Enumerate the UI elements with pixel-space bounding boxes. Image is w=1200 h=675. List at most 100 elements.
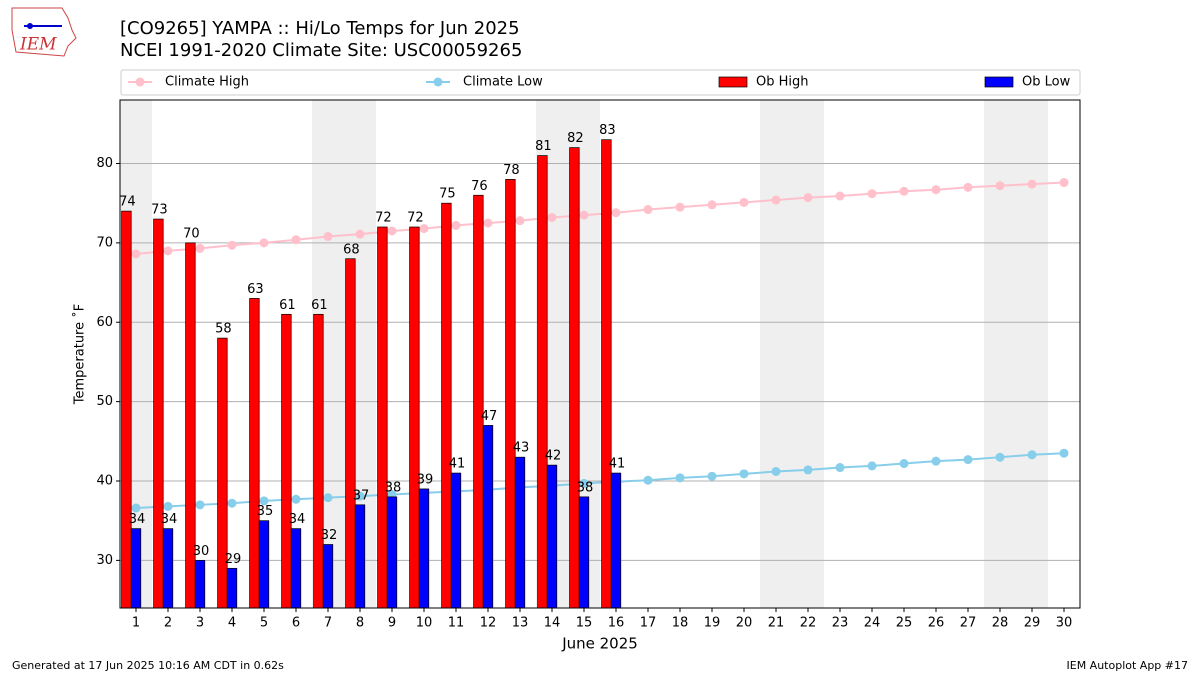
x-tick-label: 14 <box>544 616 561 631</box>
data-label: 38 <box>385 480 402 495</box>
y-tick-label: 50 <box>96 394 113 409</box>
climate-marker <box>899 459 909 469</box>
climate-marker <box>675 202 685 212</box>
x-tick-label: 20 <box>736 616 753 631</box>
x-tick-label: 7 <box>324 616 332 631</box>
bar <box>482 425 494 609</box>
logo-text: IEM <box>19 35 57 55</box>
data-label: 41 <box>449 457 466 472</box>
weekend-band <box>760 100 792 608</box>
data-label: 70 <box>183 226 200 241</box>
x-tick-label: 1 <box>132 616 140 631</box>
x-tick-label: 10 <box>416 616 433 631</box>
data-label: 78 <box>503 163 520 178</box>
x-tick-label: 2 <box>164 616 172 631</box>
footer-right: IEM Autoplot App #17 <box>1067 659 1189 672</box>
climate-marker <box>675 473 685 483</box>
x-tick-label: 6 <box>292 616 300 631</box>
x-tick-label: 9 <box>388 616 396 631</box>
bar <box>418 488 430 609</box>
x-tick-label: 21 <box>768 616 785 631</box>
climate-marker <box>899 186 909 196</box>
bar <box>537 155 548 609</box>
legend-label: Climate High <box>165 75 249 90</box>
x-tick-label: 29 <box>1024 616 1041 631</box>
climate-marker <box>451 220 461 230</box>
bar <box>258 520 270 609</box>
weekend-band <box>792 100 824 608</box>
bar <box>121 210 132 609</box>
bar <box>601 139 612 609</box>
x-tick-label: 24 <box>864 616 881 631</box>
legend-label: Ob High <box>756 75 809 90</box>
data-label: 38 <box>577 480 594 495</box>
x-tick-label: 25 <box>896 616 913 631</box>
climate-marker <box>803 193 813 203</box>
x-tick-label: 19 <box>704 616 721 631</box>
bar <box>409 226 420 609</box>
bar <box>578 496 590 609</box>
bar <box>345 258 356 609</box>
data-label: 73 <box>151 203 168 218</box>
climate-marker <box>803 465 813 475</box>
x-tick-label: 16 <box>608 616 625 631</box>
data-label: 75 <box>439 187 456 202</box>
data-label: 41 <box>609 457 626 472</box>
y-tick-label: 30 <box>96 553 113 568</box>
climate-marker <box>195 243 205 253</box>
legend-label: Climate Low <box>463 75 543 90</box>
legend-box <box>120 69 1081 96</box>
data-label: 83 <box>599 123 616 138</box>
climate-marker <box>1027 179 1037 189</box>
climate-marker <box>547 212 557 222</box>
climate-marker <box>131 249 141 259</box>
bar <box>450 472 462 609</box>
logo: IEM <box>11 7 77 57</box>
data-label: 37 <box>353 488 370 503</box>
climate-marker <box>483 218 493 228</box>
x-tick-label: 8 <box>356 616 364 631</box>
climate-marker <box>867 461 877 471</box>
legend-swatch <box>984 76 1014 88</box>
data-label: 47 <box>481 409 498 424</box>
legend-swatch <box>718 76 748 88</box>
y-tick-label: 60 <box>96 315 113 330</box>
climate-marker <box>355 491 365 501</box>
climate-marker <box>1027 450 1037 460</box>
data-label: 72 <box>407 211 424 226</box>
bar <box>226 567 238 609</box>
climate-marker <box>707 471 717 481</box>
bar <box>130 528 142 609</box>
x-tick-label: 13 <box>512 616 529 631</box>
climate-marker <box>643 475 653 485</box>
climate-marker <box>131 503 141 513</box>
data-label: 43 <box>513 441 530 456</box>
x-tick-label: 5 <box>260 616 268 631</box>
y-tick-label: 40 <box>96 474 113 489</box>
climate-marker <box>419 224 429 234</box>
data-label: 32 <box>321 528 338 543</box>
data-label: 61 <box>279 298 296 313</box>
climate-marker <box>963 455 973 465</box>
climate-marker <box>995 181 1005 191</box>
climate-marker <box>931 456 941 466</box>
legend-marker <box>135 77 145 87</box>
data-label: 61 <box>311 298 328 313</box>
climate-marker <box>195 500 205 510</box>
climate-marker <box>771 466 781 476</box>
legend-marker <box>433 77 443 87</box>
bar <box>217 337 228 609</box>
legend-label: Ob Low <box>1022 75 1071 90</box>
climate-marker <box>739 197 749 207</box>
climate-marker <box>323 232 333 242</box>
data-label: 81 <box>535 139 552 154</box>
bar <box>569 147 580 609</box>
climate-marker <box>995 452 1005 462</box>
climate-marker <box>963 182 973 192</box>
climate-marker <box>259 496 269 506</box>
data-label: 34 <box>289 512 306 527</box>
climate-marker <box>291 235 301 245</box>
data-label: 63 <box>247 282 264 297</box>
climate-marker <box>355 229 365 239</box>
climate-marker <box>931 185 941 195</box>
